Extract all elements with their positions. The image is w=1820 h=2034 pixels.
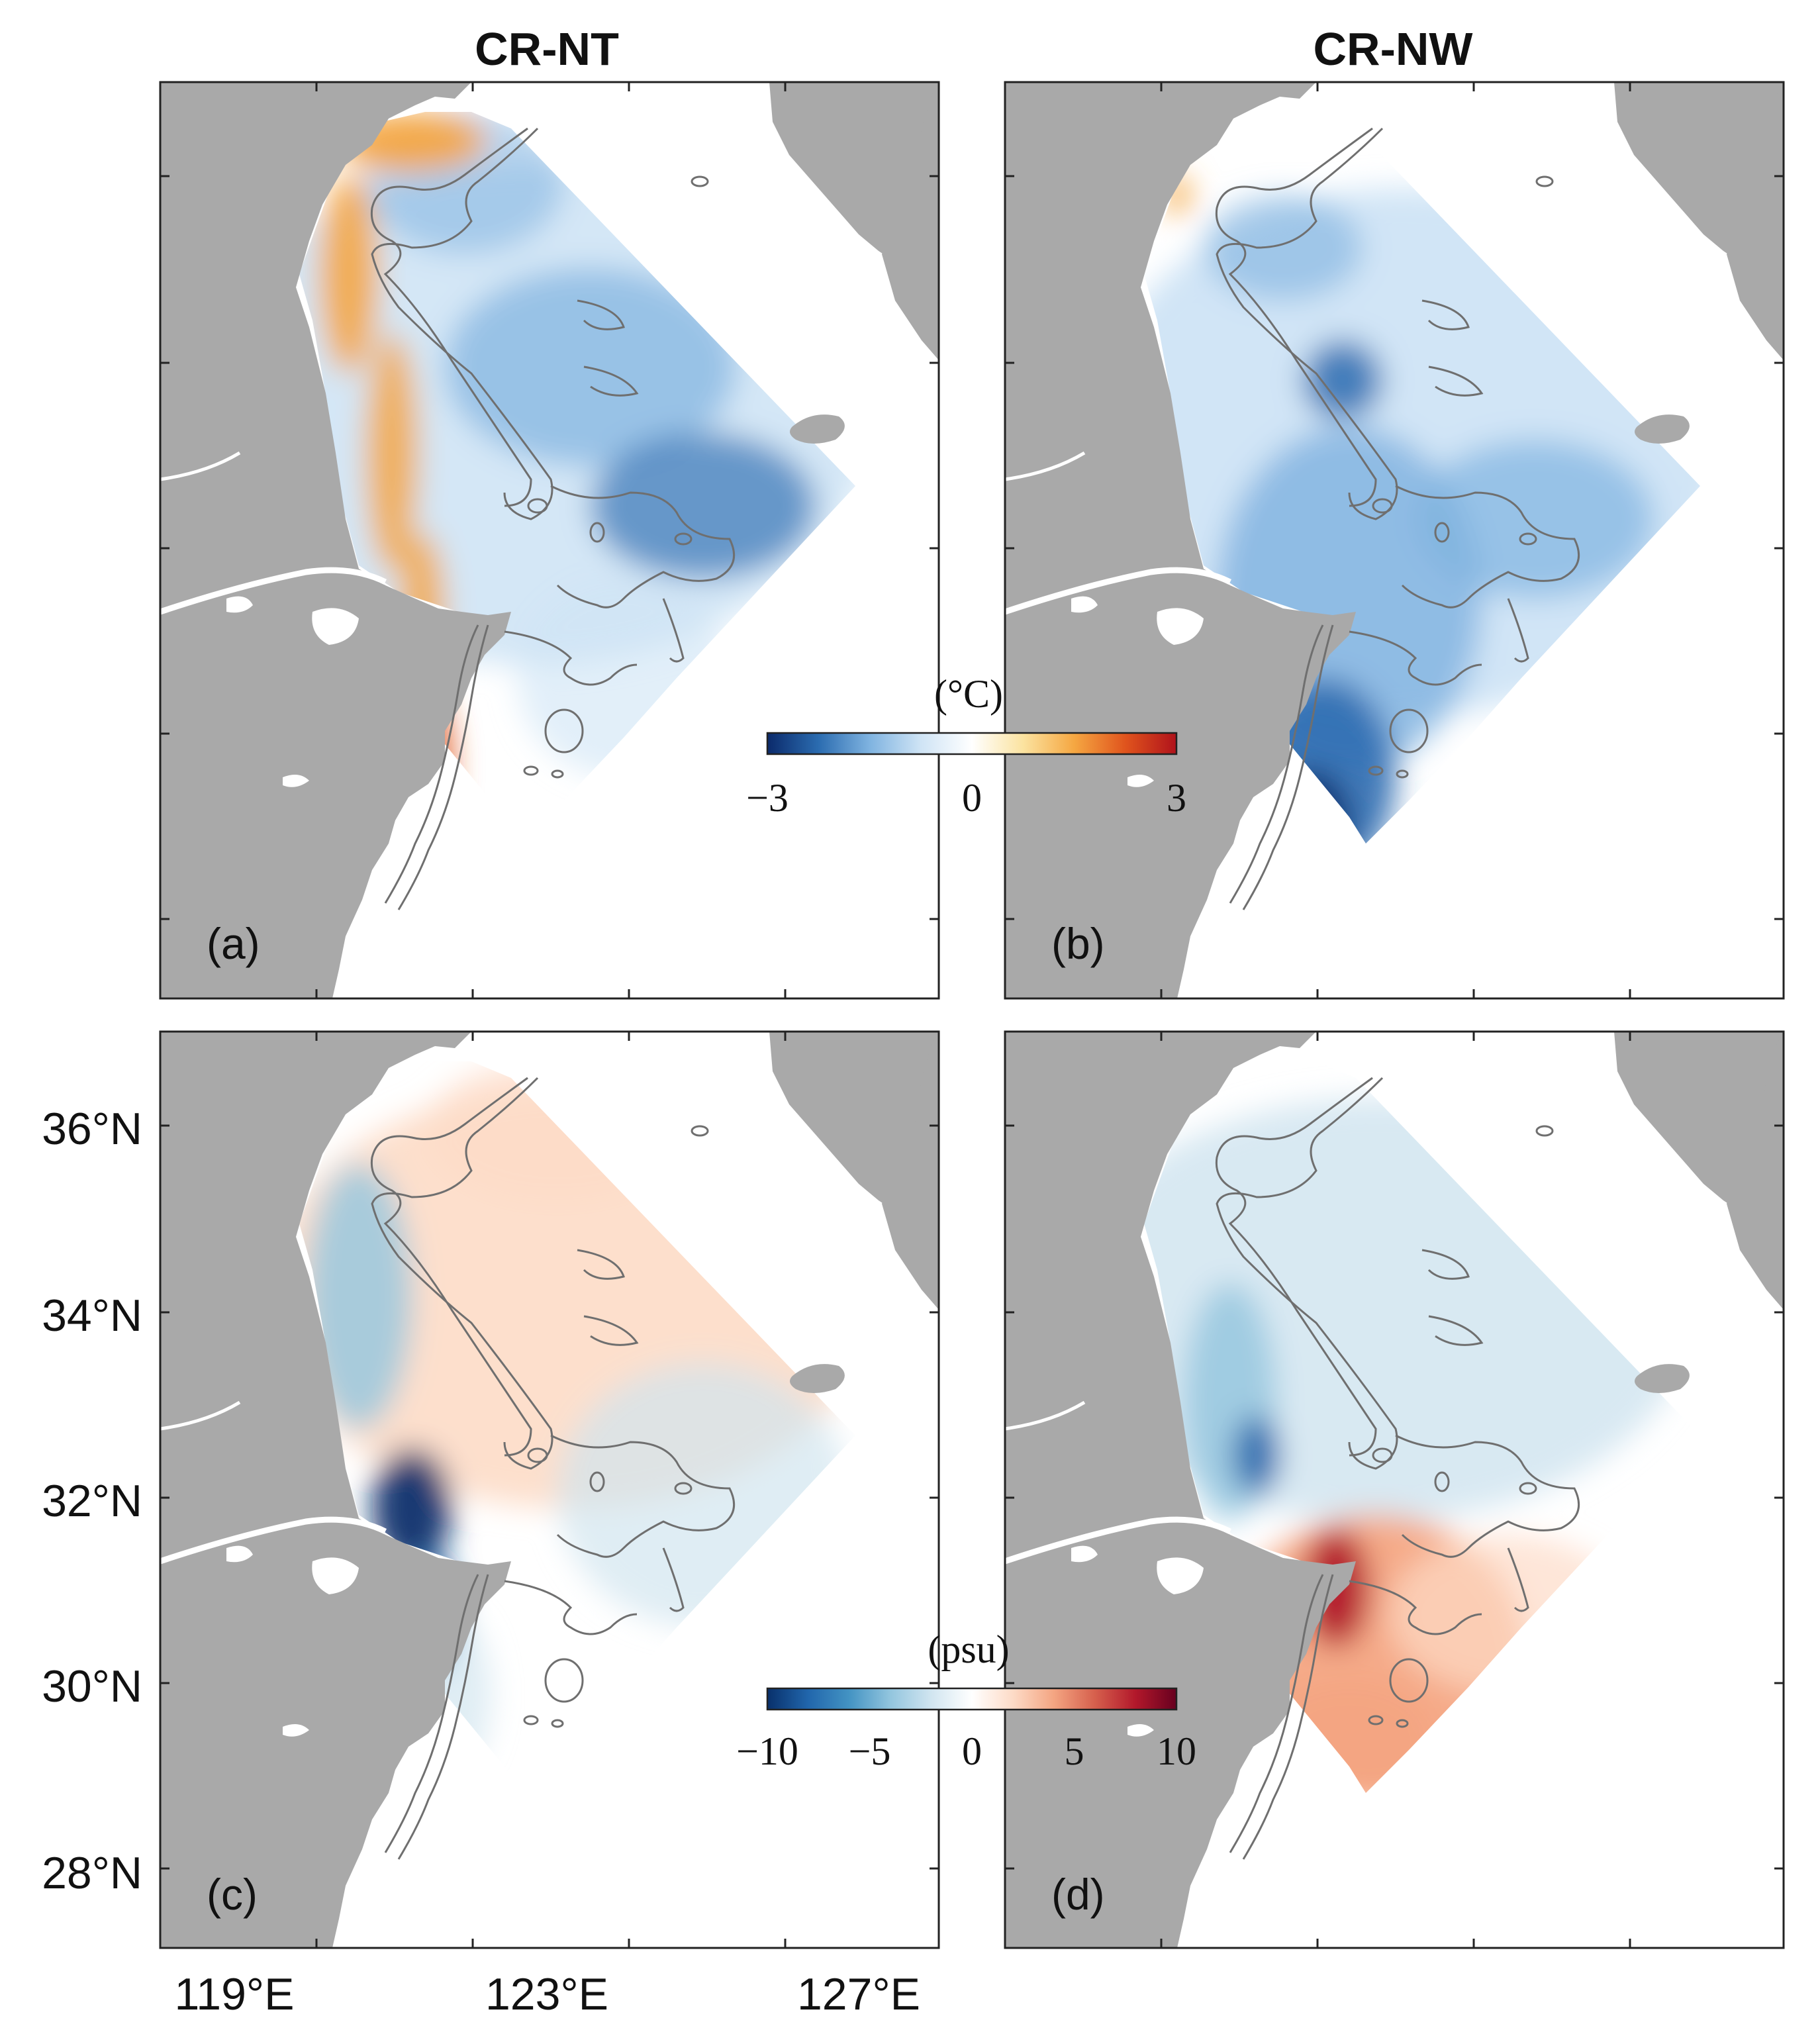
lat-tick-label: 32°N — [42, 1476, 142, 1526]
column-title-left: CR-NT — [475, 23, 619, 75]
colorbar-temperature: (°C) −3 0 3 — [746, 672, 1186, 820]
colorbar-temperature-tick-label: 0 — [962, 776, 982, 820]
lon-tick-label: 119°E — [175, 1969, 295, 2019]
panel-frame — [159, 81, 940, 1000]
colorbar-temperature-tick-label: 3 — [1167, 776, 1186, 820]
panel-label-a: (a) — [207, 919, 260, 968]
panel-label-b: (b) — [1051, 919, 1105, 968]
colorbar-temperature-bar — [766, 732, 1178, 755]
panel-a-temperature-cr-nt — [159, 81, 940, 1000]
panel-d-salinity-cr-nw — [1004, 1030, 1785, 1949]
colorbar-salinity-tick-label: 5 — [1065, 1729, 1084, 1773]
panel-frame — [159, 1030, 940, 1949]
axis-ticks — [1005, 1032, 1784, 1948]
colorbar-salinity-tick-label: 0 — [962, 1729, 982, 1773]
colorbar-temperature-tick-label: −3 — [746, 776, 789, 820]
lon-tick-label: 123°E — [485, 1969, 608, 2019]
lat-tick-label: 34°N — [42, 1290, 142, 1341]
colorbar-salinity-tick-label: 10 — [1157, 1729, 1196, 1773]
colorbar-salinity: (psu) −10 −5 0 5 10 — [736, 1627, 1196, 1773]
longitude-axis-labels: 119°E 123°E 127°E — [175, 1969, 920, 2019]
colorbar-salinity-tick-label: −5 — [849, 1729, 891, 1773]
panel-c-salinity-cr-nt — [159, 1030, 940, 1949]
axis-ticks — [160, 1032, 939, 1948]
panel-frame — [1004, 81, 1785, 1000]
lat-tick-label: 28°N — [42, 1848, 142, 1898]
column-title-right: CR-NW — [1313, 23, 1472, 75]
lat-tick-label: 30°N — [42, 1661, 142, 1712]
colorbar-salinity-unit: (psu) — [928, 1627, 1009, 1671]
lat-tick-label: 36°N — [42, 1104, 142, 1154]
colorbar-salinity-tick-label: −10 — [736, 1729, 798, 1773]
panel-frame — [1004, 1030, 1785, 1949]
lon-tick-label: 127°E — [797, 1969, 920, 2019]
panel-label-c: (c) — [207, 1870, 258, 1919]
colorbar-temperature-unit: (°C) — [934, 672, 1003, 716]
panel-label-d: (d) — [1051, 1870, 1105, 1919]
panel-b-temperature-cr-nw — [1004, 81, 1785, 1000]
colorbar-salinity-bar — [766, 1687, 1178, 1711]
latitude-axis-labels: 36°N 34°N 32°N 30°N 28°N — [42, 1104, 142, 1898]
